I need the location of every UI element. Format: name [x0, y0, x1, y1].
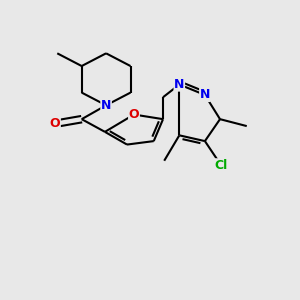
- Text: O: O: [50, 117, 60, 130]
- Text: N: N: [174, 78, 184, 91]
- Text: Cl: Cl: [214, 159, 228, 172]
- Text: N: N: [101, 99, 111, 112]
- Text: N: N: [200, 88, 210, 101]
- Text: O: O: [129, 108, 139, 121]
